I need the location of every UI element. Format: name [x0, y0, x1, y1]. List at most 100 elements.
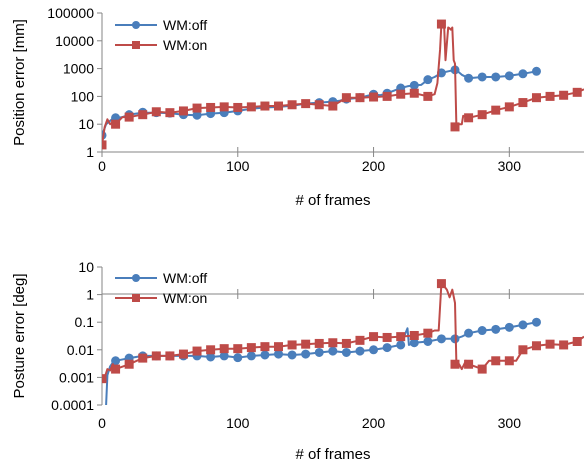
data-point-wm-on	[341, 93, 351, 103]
data-point-wm-on	[559, 340, 569, 350]
y-tick-label: 1	[86, 144, 94, 160]
data-point-wm-on	[518, 98, 528, 108]
data-point-wm-on	[355, 335, 365, 345]
data-point-wm-on	[369, 332, 379, 342]
data-point-wm-on	[477, 110, 487, 120]
data-point-wm-off	[396, 340, 406, 350]
data-point-wm-off	[491, 72, 501, 82]
y-tick-label: 0.01	[67, 342, 94, 358]
data-point-wm-off	[423, 75, 433, 85]
data-point-wm-on	[274, 342, 284, 352]
data-point-wm-off	[274, 349, 284, 359]
legend: WM:off WM:on	[115, 17, 207, 53]
data-point-wm-off	[355, 346, 365, 356]
data-point-wm-on	[314, 100, 324, 110]
data-point-wm-off	[409, 80, 419, 90]
data-point-wm-on	[301, 339, 311, 349]
legend-marker-wm-off	[132, 274, 140, 282]
data-point-wm-on	[572, 87, 582, 97]
x-tick-label: 100	[226, 415, 250, 431]
data-point-wm-on	[518, 345, 528, 355]
data-point-wm-on	[151, 107, 161, 117]
data-point-wm-on	[246, 102, 256, 112]
data-point-wm-on	[382, 91, 392, 101]
data-point-wm-on	[491, 356, 501, 366]
data-point-wm-on	[396, 89, 406, 99]
data-point-wm-on	[219, 344, 229, 354]
legend-label-wm-on: WM:on	[163, 37, 207, 53]
legend: WM:off WM:on	[115, 270, 207, 306]
data-point-wm-on	[301, 99, 311, 109]
y-tick-label: 10	[78, 259, 94, 275]
legend-label-wm-on: WM:on	[163, 290, 207, 306]
data-point-wm-on	[192, 346, 202, 356]
data-point-wm-on	[138, 110, 148, 120]
data-point-wm-off	[504, 322, 514, 332]
data-point-wm-off	[246, 351, 256, 361]
data-point-wm-off	[233, 353, 243, 363]
data-point-wm-on	[423, 91, 433, 101]
x-tick-label: 300	[498, 415, 522, 431]
data-point-wm-on	[151, 351, 161, 361]
data-point-wm-on	[369, 92, 379, 102]
data-point-wm-on	[219, 102, 229, 112]
data-point-wm-on	[382, 332, 392, 342]
legend-marker-wm-on	[132, 41, 140, 49]
data-point-wm-on	[545, 91, 555, 101]
data-point-wm-on	[274, 101, 284, 111]
data-point-wm-on	[328, 338, 338, 348]
data-point-wm-on	[409, 88, 419, 98]
data-point-wm-off	[314, 347, 324, 357]
y-tick-label: 10	[78, 116, 94, 132]
data-point-wm-on	[464, 113, 474, 123]
y-tick-label: 1	[86, 287, 94, 303]
data-point-wm-on	[102, 374, 107, 384]
plot-area	[102, 279, 584, 406]
position-error-chart: 1 10 100 1000 10000 100000 0 100 200 300 # of fram…	[11, 5, 584, 209]
data-point-wm-on	[341, 338, 351, 348]
data-point-wm-off	[531, 317, 541, 327]
y-tick-label: 0.001	[59, 369, 94, 385]
data-point-wm-on	[477, 364, 487, 374]
data-point-wm-on	[165, 351, 175, 361]
data-point-wm-on	[504, 102, 514, 112]
data-point-wm-on	[355, 93, 365, 103]
data-point-wm-on	[260, 101, 270, 111]
x-tick-label: 200	[362, 415, 386, 431]
data-point-wm-on	[464, 359, 474, 369]
y-axis-label: Posture error [deg]	[11, 273, 28, 398]
data-point-wm-off	[464, 73, 474, 83]
data-point-wm-on	[531, 93, 541, 103]
data-point-wm-on	[314, 338, 324, 348]
data-point-wm-on	[436, 279, 446, 289]
data-point-wm-on	[246, 343, 256, 353]
data-point-wm-off	[436, 334, 446, 344]
data-point-wm-on	[260, 342, 270, 352]
data-point-wm-on	[206, 345, 216, 355]
y-tick-label: 100	[71, 88, 95, 104]
data-point-wm-on	[111, 364, 121, 374]
data-point-wm-off	[301, 349, 311, 359]
y-tick-label: 100000	[47, 5, 94, 21]
legend-label-wm-off: WM:off	[163, 270, 207, 286]
y-tick-label: 1000	[63, 61, 94, 77]
y-tick-label: 10000	[55, 33, 94, 49]
data-point-wm-off	[518, 320, 528, 330]
data-point-wm-on	[138, 353, 148, 363]
data-point-wm-on	[436, 19, 446, 29]
plot-area	[102, 19, 584, 150]
legend-marker-wm-on	[132, 294, 140, 302]
data-point-wm-on	[572, 336, 582, 346]
data-point-wm-off	[477, 72, 487, 82]
data-point-wm-on	[102, 140, 107, 150]
data-point-wm-on	[124, 359, 134, 369]
data-point-wm-off	[260, 350, 270, 360]
data-point-wm-on	[504, 356, 514, 366]
data-point-wm-on	[287, 340, 297, 350]
data-point-wm-off	[423, 336, 433, 346]
data-point-wm-on	[165, 108, 175, 118]
data-point-wm-off	[491, 324, 501, 334]
data-point-wm-off	[287, 350, 297, 360]
